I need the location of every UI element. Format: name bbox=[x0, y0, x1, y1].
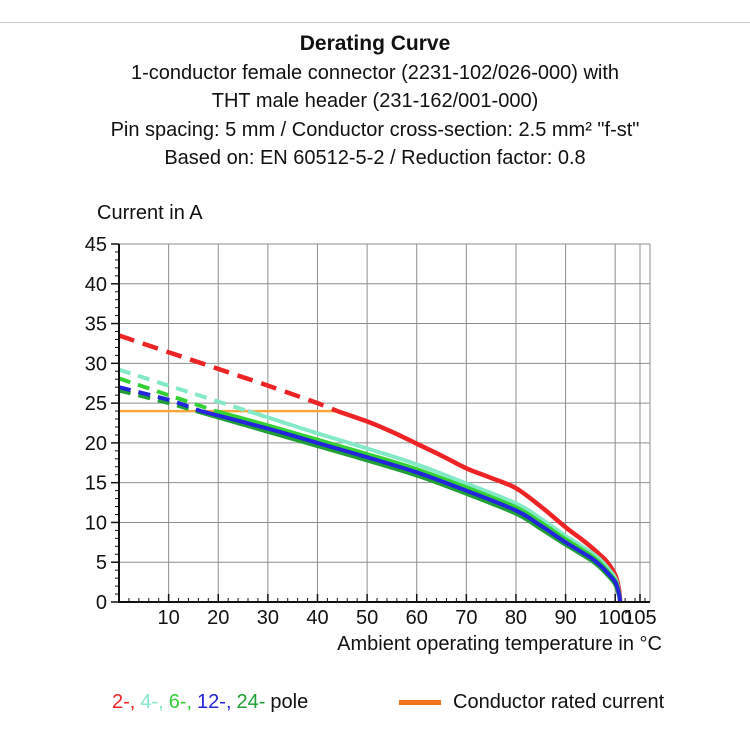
legend-entry-24-pole: 24- bbox=[236, 691, 266, 713]
y-tick-label-35: 35 bbox=[85, 314, 107, 336]
curve-6-pole-solid bbox=[215, 409, 623, 603]
title-block: Derating Curve 1-conductor female connec… bbox=[0, 30, 750, 173]
legend-entry-6-pole: 6-, bbox=[168, 691, 193, 713]
chart-subtitle-3: Pin spacing: 5 mm / Conductor cross-sect… bbox=[110, 118, 640, 141]
x-tick-label-30: 30 bbox=[257, 607, 279, 629]
top-divider bbox=[0, 22, 750, 23]
legend-pole-suffix: pole bbox=[270, 691, 309, 713]
legend-entry-12-pole: 12-, bbox=[197, 691, 232, 713]
chart-subtitle-1: 1-conductor female connector (2231-102/0… bbox=[130, 61, 620, 84]
x-axis-title: Ambient operating temperature in °C bbox=[337, 633, 662, 655]
x-tick-label-60: 60 bbox=[406, 607, 428, 629]
x-tick-label-105: 105 bbox=[623, 607, 656, 629]
curve-2-pole-solid bbox=[336, 408, 623, 603]
curve-4-pole-dashed bbox=[118, 367, 249, 414]
y-tick-label-20: 20 bbox=[85, 433, 107, 455]
x-tick-label-100: 100 bbox=[599, 607, 632, 629]
chart-subtitle-4: Based on: EN 60512-5-2 / Reduction facto… bbox=[164, 147, 586, 169]
y-tick-label-5: 5 bbox=[96, 552, 107, 574]
y-axis-title: Current in A bbox=[97, 202, 203, 224]
x-tick-label-50: 50 bbox=[356, 607, 378, 629]
x-tick-label-20: 20 bbox=[207, 607, 229, 629]
curve-24-pole-dashed bbox=[118, 388, 197, 414]
y-tick-label-45: 45 bbox=[85, 234, 107, 256]
curve-6-pole-dashed bbox=[118, 376, 217, 413]
legend-rated-current: Conductor rated current bbox=[399, 691, 664, 714]
x-tick-label-90: 90 bbox=[554, 607, 576, 629]
curve-12-pole-dashed bbox=[118, 385, 202, 413]
x-tick-label-70: 70 bbox=[455, 607, 477, 629]
y-tick-label-40: 40 bbox=[85, 274, 107, 296]
legend-pole-colors: 2-, 4-, 6-, 12-, 24- pole bbox=[112, 691, 313, 714]
y-tick-label-25: 25 bbox=[85, 393, 107, 415]
legend-entry-4-pole: 4-, bbox=[140, 691, 164, 713]
curve-12-pole-solid bbox=[200, 409, 623, 603]
x-tick-label-40: 40 bbox=[306, 607, 328, 629]
chart-subtitle-2: THT male header (231-162/001-000) bbox=[211, 90, 539, 112]
y-tick-label-0: 0 bbox=[96, 592, 107, 614]
x-tick-label-80: 80 bbox=[505, 607, 527, 629]
rated-current-swatch bbox=[399, 700, 441, 705]
rated-current-label: Conductor rated current bbox=[453, 691, 665, 713]
curve-2-pole-dashed bbox=[118, 333, 339, 414]
legend-entry-2-pole: 2-, bbox=[112, 691, 136, 713]
chart-title: Derating Curve bbox=[299, 32, 451, 55]
y-tick-label-15: 15 bbox=[85, 473, 107, 495]
x-tick-label-10: 10 bbox=[157, 607, 179, 629]
y-tick-label-10: 10 bbox=[85, 512, 107, 534]
y-tick-label-30: 30 bbox=[85, 353, 107, 375]
